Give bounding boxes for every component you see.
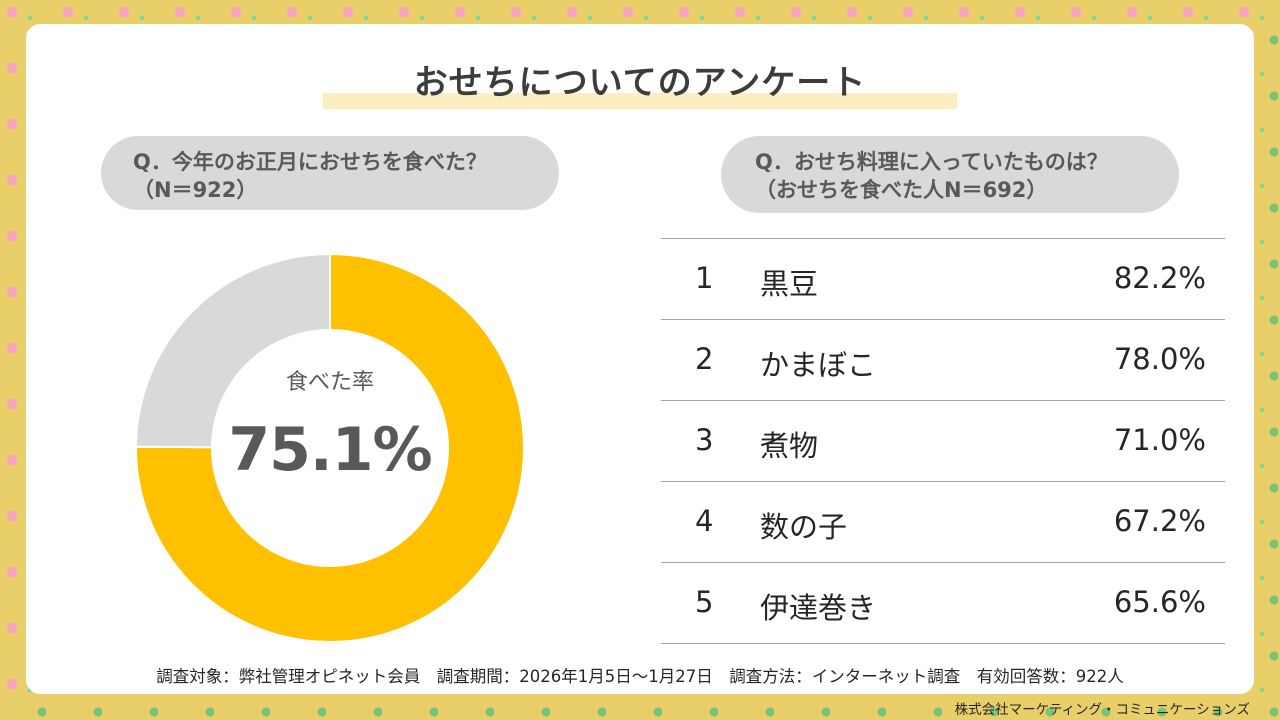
question-right-line1: Q．おせち料理に入っていたものは？: [755, 150, 1108, 174]
rank-percent: 78.0%: [1113, 342, 1206, 376]
rank-item-name: 伊達巻き: [760, 591, 877, 625]
donut-chart: [135, 253, 525, 643]
table-row: 1 黒豆 82.2%: [661, 239, 1225, 320]
rank-percent: 82.2%: [1113, 261, 1206, 295]
question-box-right: Q．おせち料理に入っていたものは？ （おせちを食べた人N＝692）: [721, 136, 1179, 213]
question-box-left: Q．今年のお正月におせちを食べた？ （N＝922）: [101, 136, 559, 210]
ranking-table: 1 黒豆 82.2% 2 かまぼこ 78.0% 3 煮物 71.0% 4 数の子 67.2% 5 伊達巻き…: [661, 238, 1225, 644]
rank-item-name: 黒豆: [760, 267, 819, 301]
donut-slice-not-ate: [135, 253, 331, 449]
rank-number: 2: [695, 342, 714, 376]
rank-number: 3: [695, 423, 714, 457]
rank-percent: 65.6%: [1113, 585, 1206, 619]
table-row: 3 煮物 71.0%: [661, 401, 1225, 482]
survey-footnote: 調査対象：弊社管理オピネット会員 調査期間：2026年1月5日～1月27日 調査…: [156, 667, 1124, 686]
table-row: 2 かまぼこ 78.0%: [661, 320, 1225, 401]
rank-item-name: かまぼこ: [760, 348, 877, 382]
rank-item-name: 数の子: [760, 510, 848, 544]
question-left-line2: （N＝922）: [133, 178, 258, 202]
table-row: 5 伊達巻き 65.6%: [661, 563, 1225, 644]
table-row: 4 数の子 67.2%: [661, 482, 1225, 563]
donut-label: 食べた率: [285, 370, 374, 395]
question-left-line1: Q．今年のお正月におせちを食べた？: [133, 150, 487, 174]
donut-slice-ate: [135, 253, 525, 643]
rank-item-name: 煮物: [760, 429, 819, 463]
rank-number: 1: [695, 261, 714, 295]
rank-percent: 67.2%: [1113, 504, 1206, 538]
rank-number: 4: [695, 504, 714, 538]
title-underline: [323, 93, 957, 109]
page-title: おせちについてのアンケート: [413, 63, 867, 103]
company-credit: 株式会社マーケティング・コミュニケーションズ: [954, 702, 1250, 718]
donut-value: 75.1%: [228, 415, 432, 485]
rank-number: 5: [695, 585, 714, 619]
title-area: おせちについてのアンケート: [323, 55, 957, 109]
question-right-line2: （おせちを食べた人N＝692）: [755, 178, 1048, 202]
rank-percent: 71.0%: [1113, 423, 1206, 457]
